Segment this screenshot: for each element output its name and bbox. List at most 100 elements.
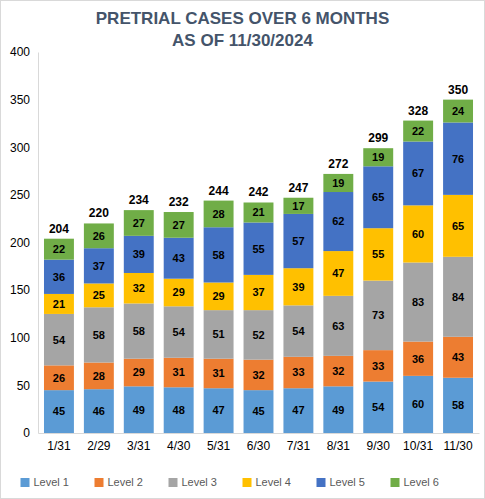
x-tick-label: 9/30 xyxy=(367,439,391,453)
data-label: 58 xyxy=(212,249,224,261)
legend-item: Level 5 xyxy=(317,476,365,488)
data-label: 47 xyxy=(292,404,304,416)
data-label: 24 xyxy=(452,105,465,117)
x-tick-label: 11/30 xyxy=(443,439,472,453)
y-tick: 250 xyxy=(10,188,38,202)
bar-segment xyxy=(403,376,433,433)
bar-segment xyxy=(164,387,194,433)
series-5 xyxy=(44,100,473,260)
data-label: 58 xyxy=(93,329,105,341)
bar-segment xyxy=(323,192,353,251)
y-tick: 50 xyxy=(17,379,38,393)
total-label: 220 xyxy=(89,206,109,220)
bar-segment xyxy=(84,283,114,307)
bar-segment xyxy=(84,223,114,248)
y-tick: 300 xyxy=(10,141,38,155)
bar-segment xyxy=(443,337,473,378)
legend-swatch xyxy=(95,478,104,487)
data-label: 27 xyxy=(133,217,145,229)
data-label: 17 xyxy=(292,200,304,212)
total-label: 242 xyxy=(248,185,268,199)
bar-segment xyxy=(124,386,154,433)
data-label: 29 xyxy=(212,290,224,302)
bar-segment xyxy=(443,100,473,123)
data-label: 39 xyxy=(133,248,145,260)
data-label: 28 xyxy=(93,370,105,382)
total-label: 328 xyxy=(408,104,428,118)
y-tick: 350 xyxy=(10,93,38,107)
data-label: 60 xyxy=(412,228,424,240)
bars xyxy=(44,100,473,433)
bar-segment xyxy=(124,210,154,236)
y-tick-label: 350 xyxy=(10,93,30,107)
data-label: 67 xyxy=(412,167,424,179)
total-label: 247 xyxy=(288,181,308,195)
bar-segment xyxy=(44,390,74,433)
x-axis-line xyxy=(39,433,480,434)
y-tick-label: 150 xyxy=(10,283,30,297)
data-label: 63 xyxy=(332,320,344,332)
y-tick-label: 0 xyxy=(23,426,30,440)
data-label: 45 xyxy=(53,405,65,417)
bar-segment xyxy=(363,281,393,351)
x-tick: 1/31 xyxy=(47,433,71,453)
data-label: 60 xyxy=(412,398,424,410)
total-label: 350 xyxy=(448,83,468,97)
bar-segment xyxy=(124,303,154,358)
subtitle: AS OF 11/30/2024 xyxy=(172,31,313,50)
data-label: 45 xyxy=(252,405,264,417)
x-tick: 7/31 xyxy=(287,433,311,453)
bar-segment xyxy=(124,236,154,273)
total-label: 204 xyxy=(49,222,69,236)
data-label: 46 xyxy=(93,405,105,417)
data-label: 39 xyxy=(292,281,304,293)
bar-segment xyxy=(44,294,74,314)
data-label: 19 xyxy=(332,177,344,189)
bar-segment xyxy=(244,390,274,433)
data-label: 22 xyxy=(412,125,424,137)
bar-segment xyxy=(44,365,74,390)
bar-segment xyxy=(323,386,353,433)
data-label: 37 xyxy=(93,260,105,272)
data-label: 58 xyxy=(133,325,145,337)
bar-segment xyxy=(283,357,313,388)
data-label: 65 xyxy=(372,191,384,203)
bar-segment xyxy=(363,166,393,228)
bar-segment xyxy=(443,122,473,194)
x-tick: 2/29 xyxy=(87,433,111,453)
legend-label: Level 6 xyxy=(404,476,439,488)
data-label: 52 xyxy=(252,329,264,341)
data-label: 37 xyxy=(252,286,264,298)
legend-swatch xyxy=(391,478,400,487)
y-tick: 400 xyxy=(10,45,38,59)
bar-segment xyxy=(244,360,274,390)
x-tick-label: 5/31 xyxy=(207,439,231,453)
series-4 xyxy=(44,122,473,293)
bar-segment xyxy=(124,359,154,387)
totals: 204220234232244242247272299328350 xyxy=(49,83,468,236)
legend-label: Level 3 xyxy=(182,476,217,488)
data-label: 48 xyxy=(173,404,185,416)
bar-segment xyxy=(84,363,114,390)
y-tick-label: 100 xyxy=(10,331,30,345)
bar-segment xyxy=(164,238,194,279)
bar-segment xyxy=(204,310,234,359)
x-tick: 9/30 xyxy=(367,433,391,453)
data-label: 28 xyxy=(212,208,224,220)
title: PRETRIAL CASES OVER 6 MONTHS xyxy=(96,9,389,28)
y-axis-line xyxy=(38,53,39,434)
data-label: 25 xyxy=(93,289,105,301)
x-tick-label: 2/29 xyxy=(87,439,111,453)
x-tick: 10/31 xyxy=(403,433,433,453)
bar-segment xyxy=(283,305,313,356)
bar-segment xyxy=(403,263,433,342)
bar-segment xyxy=(164,358,194,388)
bar-segment xyxy=(164,279,194,307)
legend-item: Level 1 xyxy=(21,476,69,488)
x-tick-label: 10/31 xyxy=(403,439,433,453)
legend-swatch xyxy=(21,478,30,487)
bar-segment xyxy=(363,228,393,280)
x-tick-label: 8/31 xyxy=(327,439,351,453)
series-3 xyxy=(44,195,473,314)
legend-swatch xyxy=(243,478,252,487)
